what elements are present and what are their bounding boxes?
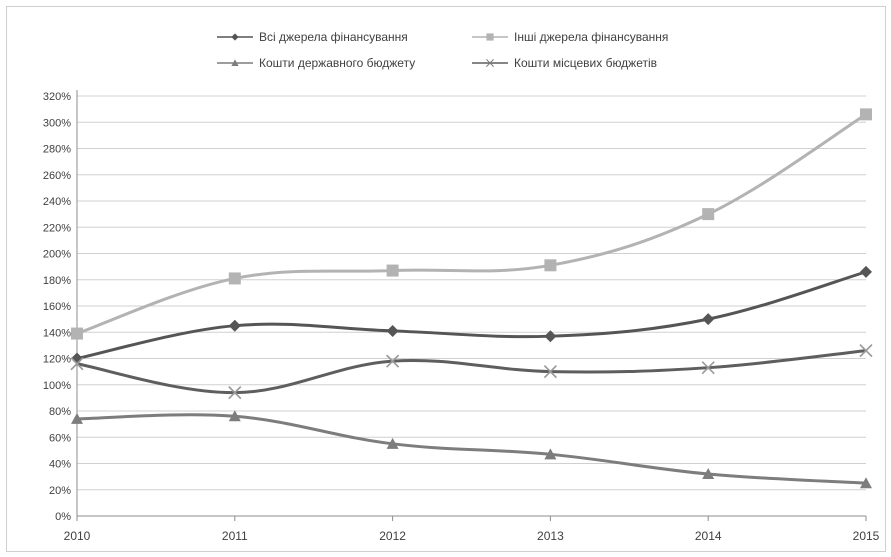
legend-label: Кошти місцевих бюджетів [514,56,657,70]
y-tick-label: 160% [43,301,71,313]
data-point [228,410,241,422]
y-tick-label: 100% [43,380,71,392]
legend-item: Кошти державного бюджету [217,56,415,70]
data-point [860,265,872,278]
y-tick-label: 0% [55,511,71,523]
series-4 [70,344,873,400]
data-point [228,319,241,332]
series-line [76,270,867,360]
data-point [386,354,400,368]
legend-label: Всі джерела фінансування [259,30,408,44]
series-line [76,349,867,395]
data-point [386,324,399,337]
data-point [71,412,83,424]
legend-swatch-marker [231,33,239,41]
y-tick-label: 20% [49,485,71,497]
y-axis-ticks: 0% 20% 40% 60% 80% 100% 120% 140% 160% 180% 200% 22… [43,91,71,523]
x-tick-label: 2012 [379,529,406,543]
x-tick-label: 2013 [537,529,564,543]
y-tick-label: 200% [43,249,71,261]
data-point [386,264,399,277]
gridlines [77,95,866,491]
legend-swatch-marker [486,33,494,41]
y-tick-label: 60% [49,432,71,444]
y-tick-label: 300% [43,117,71,129]
data-point [702,313,715,326]
series-group [70,108,873,489]
y-tick-label: 80% [49,406,71,418]
x-tick-label: 2014 [695,529,722,543]
y-tick-label: 240% [43,196,71,208]
y-tick-label: 120% [43,354,71,366]
series-1 [71,265,872,365]
y-tick-label: 320% [43,91,71,103]
data-point [544,330,557,343]
data-point [860,108,872,121]
legend-swatch-marker [231,59,239,66]
legend-label: Кошти державного бюджету [259,56,415,70]
series-2 [71,108,872,340]
legend-item: Кошти місцевих бюджетів [472,56,657,70]
chart-frame: Всі джерела фінансування Інші джерела фін… [6,6,886,552]
x-tick-label: 2015 [853,529,880,543]
data-point [70,357,84,371]
data-point [544,259,557,272]
data-point [702,468,715,479]
data-point [702,208,715,221]
series-line [76,413,867,485]
x-tick-label: 2010 [64,529,91,543]
legend-label: Інші джерела фінансування [514,30,668,44]
y-tick-label: 140% [43,327,71,339]
data-point [543,365,557,379]
axes [76,90,866,517]
data-point [544,448,557,460]
legend-swatch-marker [486,59,494,67]
data-point [228,386,242,400]
legend-item: Інші джерела фінансування [472,30,668,44]
x-tick-label: 2011 [222,529,248,543]
data-point [701,361,715,375]
data-point [860,477,872,489]
y-tick-label: 40% [49,459,71,471]
data-point [386,437,399,449]
legend: Всі джерела фінансування Інші джерела фін… [217,30,668,70]
data-point [859,344,873,358]
series-3 [71,410,872,489]
legend-item: Всі джерела фінансування [217,30,408,44]
line-chart: Всі джерела фінансування Інші джерела фін… [43,30,880,543]
data-point [71,327,83,340]
y-tick-label: 260% [43,170,71,182]
y-tick-label: 220% [43,222,71,234]
x-axis-ticks: 2010 2011 2012 2013 2014 2015 [64,516,880,543]
data-point [228,272,241,285]
y-tick-label: 180% [43,275,71,287]
y-tick-label: 280% [43,144,71,156]
series-line [76,113,867,335]
